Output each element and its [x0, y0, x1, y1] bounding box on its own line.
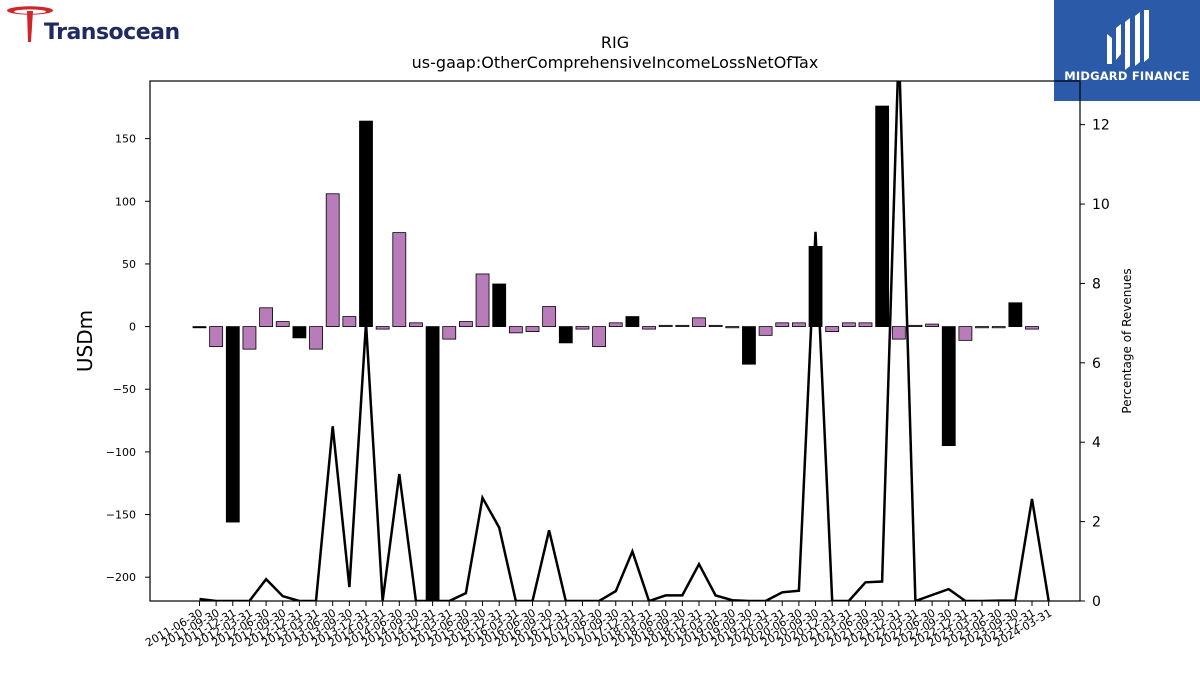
transocean-logo: Transocean — [4, 4, 184, 48]
y2-tick-label: 2 — [1092, 515, 1101, 531]
bar — [1025, 326, 1039, 330]
bar — [442, 326, 457, 340]
y2-tick-label: 0 — [1092, 594, 1101, 610]
line-series — [199, 81, 1050, 601]
y-tick-label: 50 — [122, 258, 136, 271]
bar — [625, 316, 640, 327]
bar — [825, 326, 840, 333]
y-tick-label: −150 — [106, 509, 136, 522]
bar — [508, 326, 523, 334]
bar — [392, 232, 407, 327]
bar — [908, 324, 923, 327]
x-axis: 2011-06-302011-09-302011-12-312012-03-31… — [143, 601, 1054, 650]
y2-tick-label: 10 — [1092, 197, 1110, 213]
y2-axis-label: Percentage of Revenues — [1120, 268, 1134, 413]
y-tick-label: 150 — [115, 133, 136, 146]
bar — [325, 193, 340, 327]
midgard-finance-text: MIDGARD FINANCE — [1064, 69, 1190, 83]
bar — [941, 326, 956, 447]
y-axis-left: −200 −150 −100 −50 0 50 100 150 — [106, 133, 150, 584]
bar — [991, 326, 1006, 329]
midgard-emblem-icon — [1107, 10, 1149, 70]
bar — [608, 322, 623, 327]
bar — [725, 326, 740, 329]
bar — [841, 322, 856, 327]
y-tick-label: 100 — [115, 195, 136, 208]
bar — [692, 317, 706, 327]
transocean-logo-text: Transocean — [44, 20, 180, 45]
bar — [192, 326, 207, 329]
bar — [658, 324, 673, 327]
y-axis-label: USDm — [73, 310, 97, 372]
bar — [592, 326, 606, 348]
bar — [292, 326, 307, 339]
bar — [242, 326, 257, 350]
bar — [792, 322, 806, 327]
chart-title: RIG — [601, 33, 629, 52]
y-tick-label: −50 — [113, 383, 136, 396]
plot-frame — [149, 80, 1081, 602]
bar — [275, 321, 290, 327]
y2-tick-label: 6 — [1092, 356, 1101, 372]
y-tick-label: 0 — [129, 321, 136, 334]
revenue-percentage-line — [199, 81, 1050, 601]
bar — [409, 322, 423, 327]
bar — [558, 326, 573, 344]
bar — [575, 326, 590, 330]
chart-subtitle: us-gaap:OtherComprehensiveIncomeLossNetO… — [412, 53, 819, 72]
bar — [458, 321, 473, 327]
bar — [359, 120, 373, 327]
bar — [342, 316, 357, 327]
bar — [209, 326, 224, 348]
transocean-logo-icon — [7, 6, 53, 42]
bar — [875, 105, 890, 327]
bar — [542, 306, 557, 327]
bar — [925, 323, 939, 327]
bar — [775, 322, 790, 327]
bar — [425, 326, 440, 601]
bar — [742, 326, 756, 365]
bar — [475, 273, 490, 327]
bar — [858, 322, 873, 327]
bar — [758, 326, 773, 336]
bar — [375, 326, 390, 330]
bar — [225, 326, 240, 523]
y2-tick-label: 8 — [1092, 276, 1101, 292]
bar-series — [192, 105, 1039, 601]
y2-tick-label: 12 — [1092, 118, 1110, 134]
y-axis-right: 0 2 4 6 8 10 12 — [1080, 118, 1110, 610]
bar — [525, 326, 540, 333]
y-tick-label: −100 — [106, 446, 136, 459]
bar — [975, 326, 989, 329]
y-tick-label: −200 — [106, 571, 136, 584]
bar — [675, 324, 690, 327]
midgard-finance-logo: MIDGARD FINANCE — [1054, 0, 1200, 101]
bar — [259, 307, 274, 327]
bar — [492, 283, 507, 327]
bar — [708, 324, 723, 327]
bar — [891, 326, 906, 340]
bar — [1008, 302, 1023, 327]
y2-tick-label: 4 — [1092, 435, 1101, 451]
bar — [309, 326, 323, 350]
bar — [642, 326, 656, 330]
bar — [958, 326, 973, 341]
